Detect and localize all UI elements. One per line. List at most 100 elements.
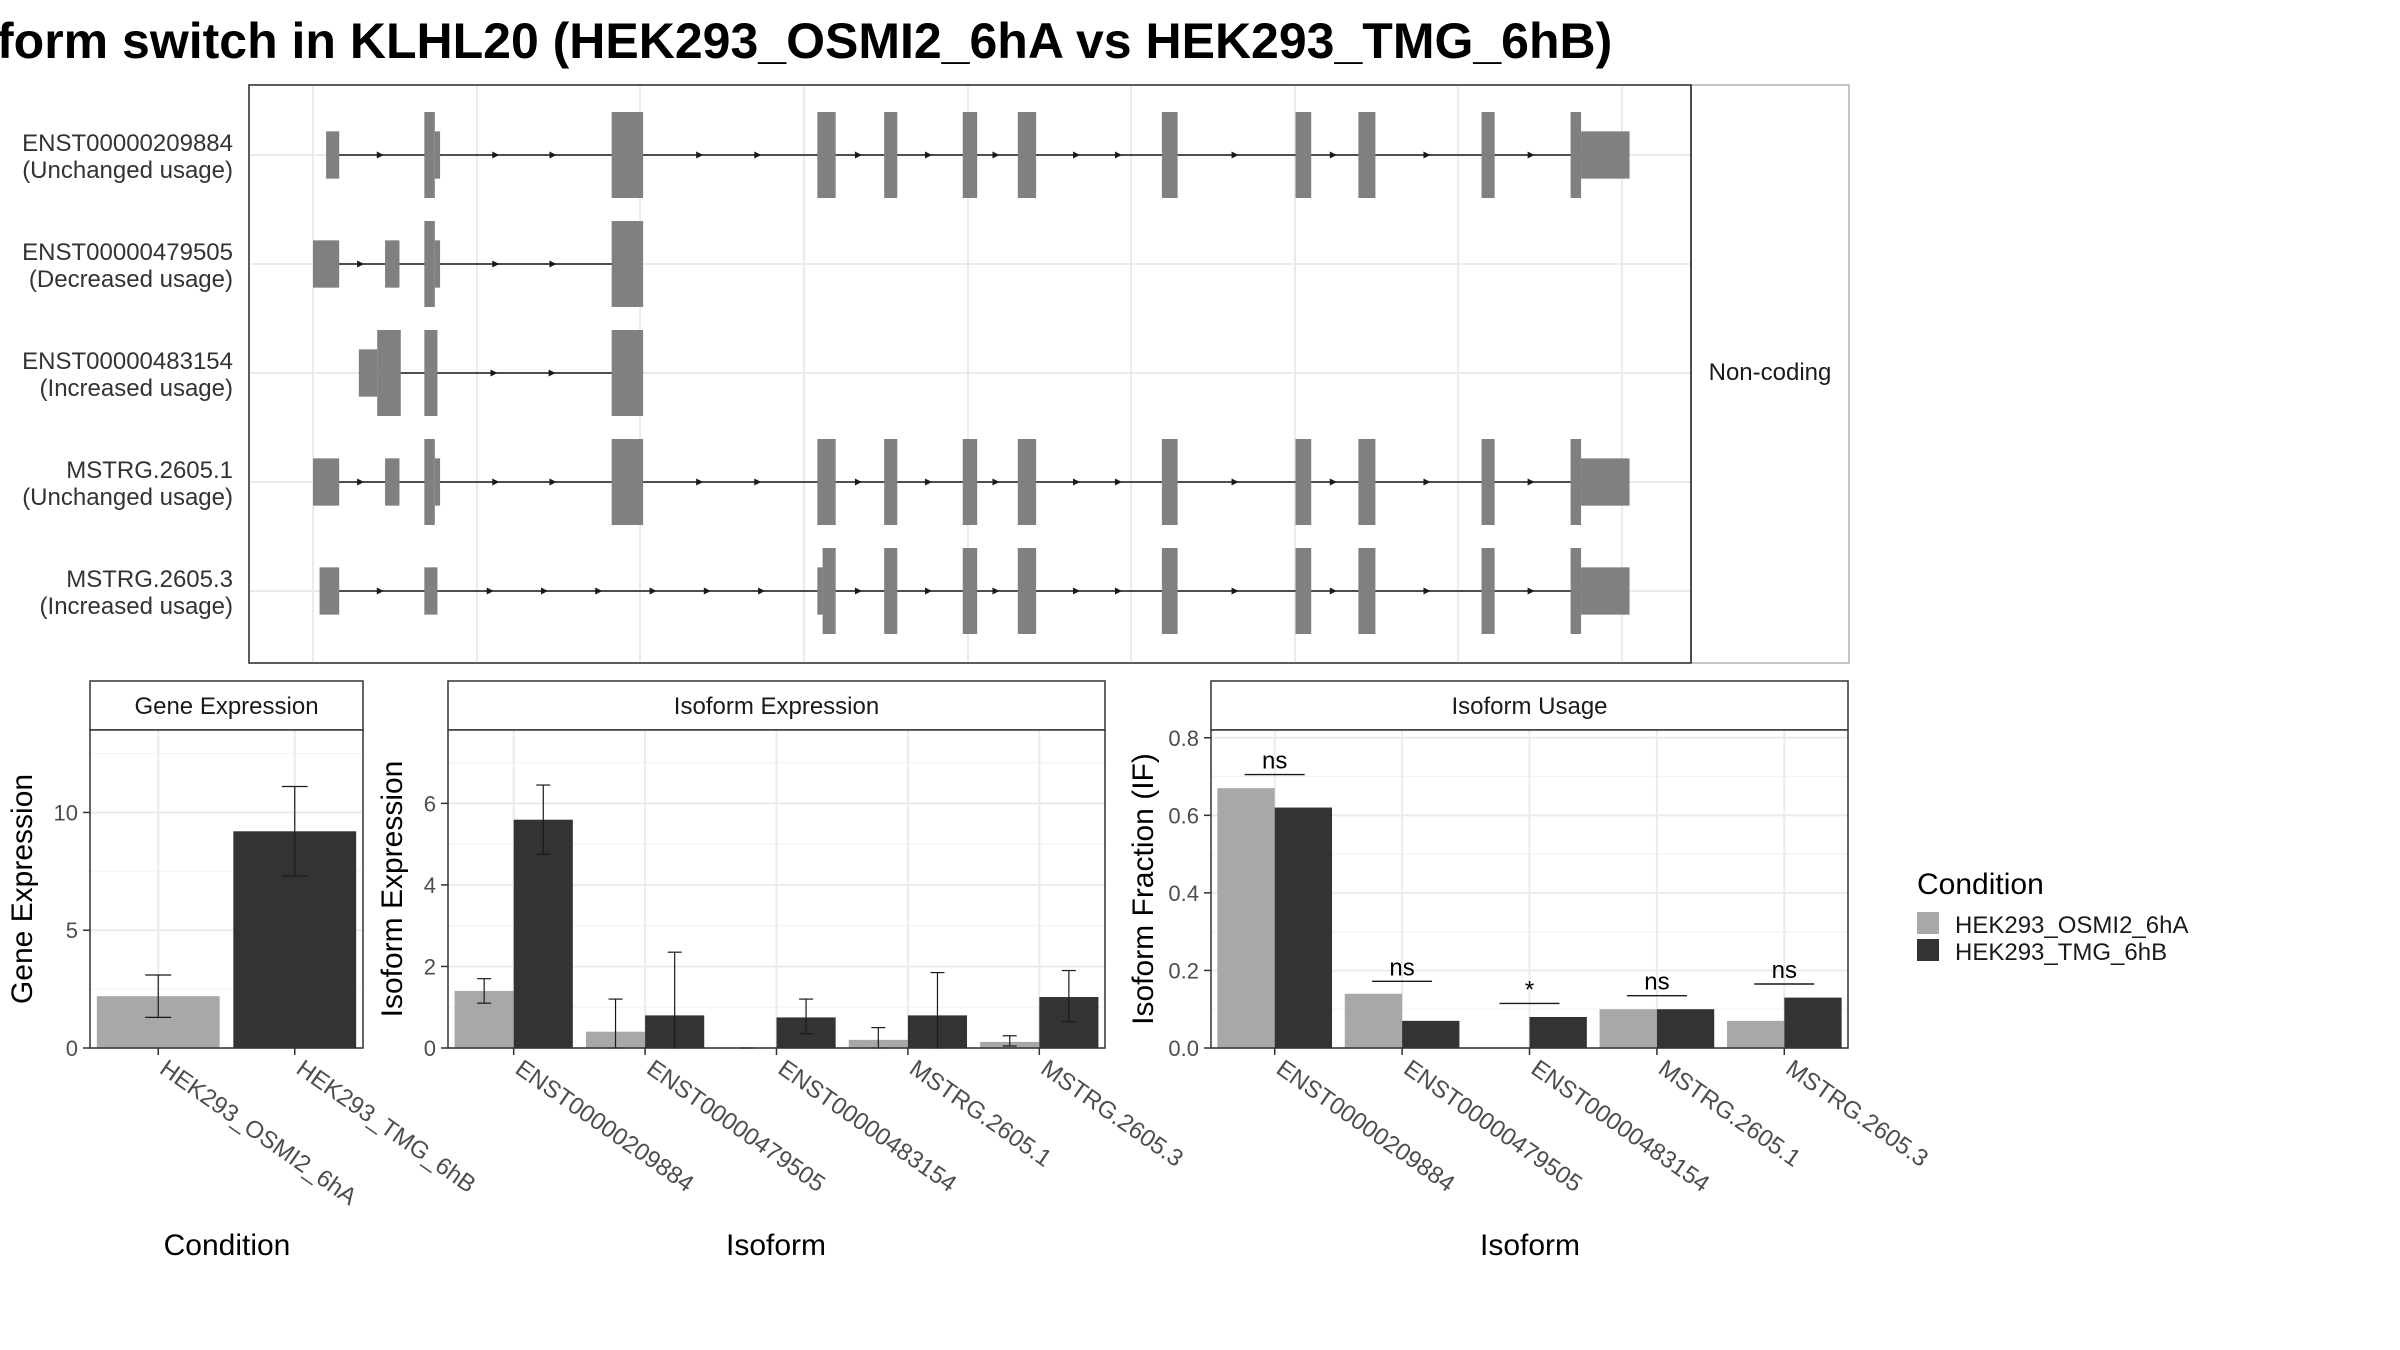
strand-arrow xyxy=(1329,151,1337,159)
exon-block xyxy=(1581,131,1630,179)
exon-block xyxy=(1161,112,1178,198)
y-tick-label: 0.2 xyxy=(1168,958,1199,983)
significance-label: ns xyxy=(1644,969,1669,996)
y-tick-label: 0.6 xyxy=(1168,803,1199,828)
exon-block xyxy=(313,240,340,288)
isoform-label-usage: (Unchanged usage) xyxy=(22,157,233,184)
strand-arrow xyxy=(486,587,494,595)
exon-block xyxy=(434,458,441,506)
legend-label-cond-b: HEK293_TMG_6hB xyxy=(1955,939,2167,966)
exon-block xyxy=(611,330,644,416)
significance-label: ns xyxy=(1772,957,1797,984)
x-axis-title: Condition xyxy=(164,1229,291,1262)
exon-block xyxy=(424,439,435,525)
strand-arrow xyxy=(854,151,862,159)
exon-block xyxy=(822,548,836,634)
y-tick-label: 5 xyxy=(66,918,78,943)
strand-arrow xyxy=(549,260,557,268)
legend-key-cond-b xyxy=(1917,939,1939,961)
exon-block xyxy=(319,567,340,615)
y-tick-label: 6 xyxy=(424,791,436,816)
exon-block xyxy=(1358,548,1376,634)
strand-arrow xyxy=(1527,587,1535,595)
exon-block xyxy=(884,548,898,634)
exon-block xyxy=(1295,439,1312,525)
figure-title: The isoform switch in KLHL20 (HEK293_OSM… xyxy=(0,13,1612,69)
strand-arrow xyxy=(703,587,711,595)
strand-arrow xyxy=(754,478,762,486)
strand-arrow xyxy=(854,587,862,595)
isoform-structures xyxy=(313,112,1630,634)
strand-arrow xyxy=(1423,478,1431,486)
isoform-label-usage: (Increased usage) xyxy=(40,375,233,402)
facet-label-non-coding: Non-coding xyxy=(1709,359,1832,386)
bar-ENST00000209884-HEK293_OSMI2_6hA xyxy=(1217,788,1275,1048)
isoform-label-id: ENST00000483154 xyxy=(22,348,233,375)
exon-block xyxy=(434,240,441,288)
exon-block xyxy=(962,548,978,634)
exon-block xyxy=(1161,548,1178,634)
strand-arrow xyxy=(1073,478,1081,486)
strand-arrow xyxy=(649,587,657,595)
exon-block xyxy=(1017,439,1037,525)
isoform-structure-ENST00000483154 xyxy=(358,330,644,416)
strand-arrow xyxy=(492,260,500,268)
strand-arrow xyxy=(754,151,762,159)
significance-label: ns xyxy=(1389,954,1414,981)
exon-block xyxy=(377,330,401,416)
exon-block xyxy=(611,221,644,307)
exon-block xyxy=(1481,548,1495,634)
bar-MSTRG.2605.1-HEK293_OSMI2_6hA xyxy=(1599,1009,1657,1048)
exon-block xyxy=(1017,112,1037,198)
exon-block xyxy=(1358,112,1376,198)
strand-arrow xyxy=(1329,587,1337,595)
isoform-label-usage: (Decreased usage) xyxy=(29,266,233,293)
strand-arrow xyxy=(595,587,603,595)
exon-block xyxy=(1295,112,1312,198)
strand-arrow xyxy=(758,587,766,595)
isoform-structure-ENST00000209884 xyxy=(326,112,1630,198)
isoform-label-id: MSTRG.2605.1 xyxy=(66,457,233,484)
strand-arrow xyxy=(1423,151,1431,159)
strand-arrow xyxy=(992,587,1000,595)
y-tick-label: 0.8 xyxy=(1168,726,1199,751)
facet-strip xyxy=(1210,680,1849,731)
isoform-label-id: ENST00000479505 xyxy=(22,239,233,266)
y-axis-title: Isoform Fraction (IF) xyxy=(1127,753,1160,1025)
exon-block xyxy=(817,567,823,615)
exon-block xyxy=(611,439,644,525)
exon-block xyxy=(962,439,978,525)
exon-block xyxy=(326,131,340,179)
isoform-label-usage: (Increased usage) xyxy=(40,593,233,620)
strand-arrow xyxy=(492,478,500,486)
isoform-structure-ENST00000479505 xyxy=(313,221,644,307)
x-axis-title: Isoform xyxy=(726,1229,826,1262)
legend-label-cond-a: HEK293_OSMI2_6hA xyxy=(1955,912,2188,939)
isoform-structure-MSTRG.2605.3 xyxy=(319,548,1630,634)
strand-arrow xyxy=(1423,587,1431,595)
exon-block xyxy=(611,112,644,198)
strand-arrow xyxy=(1231,587,1239,595)
strand-arrow xyxy=(1114,587,1122,595)
exon-block xyxy=(817,439,836,525)
exon-block xyxy=(1570,548,1582,634)
strand-arrow xyxy=(992,478,1000,486)
facet-strip-label: Isoform Expression xyxy=(674,693,879,720)
exon-block xyxy=(385,240,400,288)
exon-block xyxy=(424,112,435,198)
strand-arrow xyxy=(357,478,365,486)
y-tick-label: 10 xyxy=(54,800,78,825)
y-tick-label: 2 xyxy=(424,954,436,979)
facet-strip-label: Isoform Usage xyxy=(1451,693,1607,720)
isoform-label-id: ENST00000209884 xyxy=(22,130,233,157)
legend: Condition HEK293_OSMI2_6hA HEK293_TMG_6h… xyxy=(1917,868,2188,966)
x-tick-label: MSTRG.2605.3 xyxy=(1781,1055,1933,1173)
x-axis-title: Isoform xyxy=(1480,1229,1580,1262)
y-tick-label: 0.4 xyxy=(1168,881,1199,906)
strand-arrow xyxy=(1073,587,1081,595)
strand-arrow xyxy=(1527,478,1535,486)
strand-arrow xyxy=(696,478,704,486)
exon-block xyxy=(1295,548,1312,634)
